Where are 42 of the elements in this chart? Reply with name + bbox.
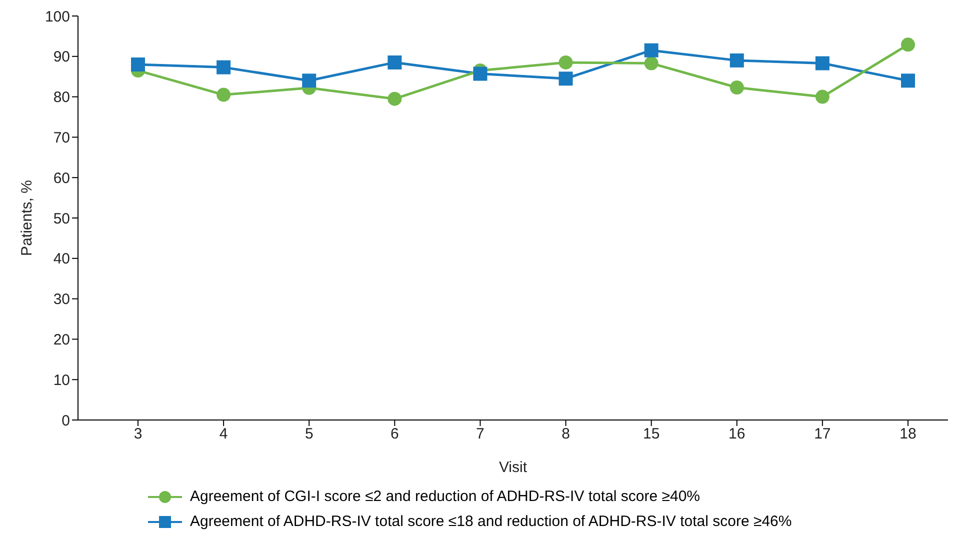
point [302, 74, 316, 88]
point [730, 53, 744, 68]
point [216, 88, 231, 102]
y-tick-label: 80 [53, 89, 70, 106]
point [644, 56, 658, 70]
x-tick-label: 17 [814, 426, 831, 443]
y-tick-label: 20 [53, 332, 70, 349]
y-tick-label: 70 [53, 130, 70, 147]
point [644, 43, 658, 58]
x-tick-label: 8 [562, 426, 570, 443]
y-tick-label: 10 [53, 372, 70, 389]
y-tick-label: 60 [53, 170, 70, 187]
x-tick-label: 7 [476, 426, 484, 443]
x-tick-label: 6 [390, 426, 399, 443]
point [815, 90, 830, 104]
x-tick-label: 15 [642, 426, 660, 443]
legend-label: Agreement of ADHD-RS-IV total score ≤18 and reduction of ADHD-RS-IV total score ≥46% [190, 513, 792, 530]
x-tick-label: 16 [728, 426, 746, 443]
point [558, 72, 573, 86]
point [388, 55, 402, 70]
y-tick-label: 50 [53, 210, 70, 228]
point [558, 55, 573, 70]
y-tick-label: 90 [53, 48, 70, 66]
point [815, 56, 830, 70]
y-tick-label: 0 [62, 412, 70, 430]
y-tick-label: 40 [53, 250, 70, 268]
point [901, 38, 915, 52]
y-tick-label: 100 [44, 8, 70, 26]
y-tick-label: 30 [53, 291, 70, 308]
legend-label: Agreement of CGI-I score ≤2 and reduction of ADHD-RS-IV total score ≥40% [190, 488, 700, 505]
point [901, 74, 915, 88]
x-tick-label: 4 [219, 426, 228, 443]
y-axis-title: Patients, % [18, 180, 36, 256]
x-tick-label: 18 [900, 426, 916, 443]
point [388, 92, 402, 106]
point [216, 60, 231, 74]
point [131, 57, 145, 72]
x-axis-title: Visit [498, 459, 528, 476]
x-tick-label: 3 [134, 426, 142, 443]
point [473, 66, 488, 81]
x-tick-label: 5 [304, 426, 314, 443]
point [730, 80, 744, 95]
